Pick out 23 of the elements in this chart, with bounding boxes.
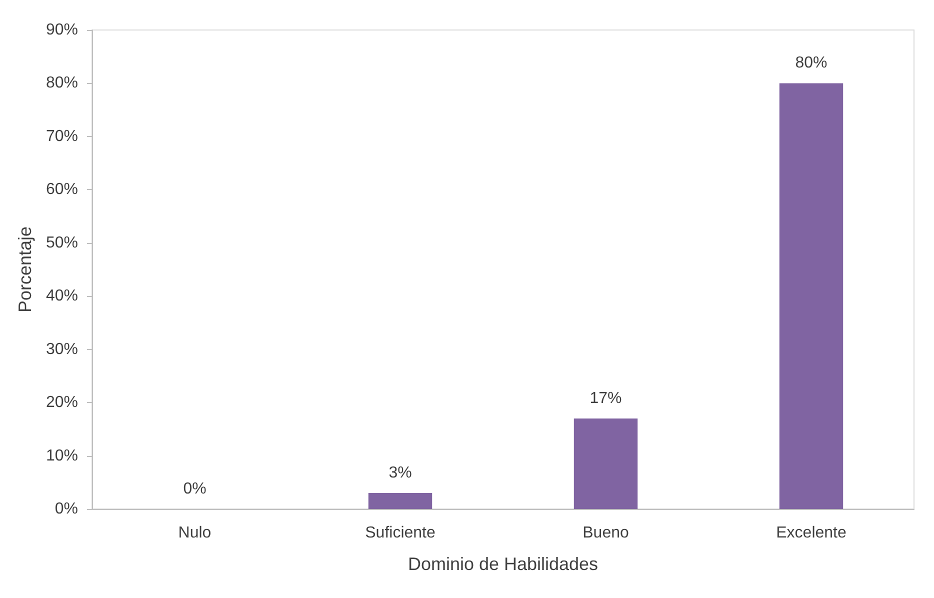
bar <box>574 418 638 509</box>
y-tick-label: 30% <box>46 340 78 358</box>
y-tick-label: 60% <box>46 181 78 198</box>
y-tick-label: 90% <box>46 22 78 38</box>
data-label: 17% <box>590 390 622 408</box>
y-tick-label: 50% <box>46 234 78 252</box>
y-tick-label: 0% <box>54 500 78 518</box>
y-tick-label: 40% <box>46 288 78 305</box>
y-tick-label: 80% <box>46 74 78 92</box>
x-axis-title: Dominio de Habilidades <box>408 554 598 574</box>
y-tick-label: 20% <box>46 394 78 412</box>
data-label: 0% <box>183 480 206 498</box>
bar <box>779 83 844 509</box>
y-tick-label: 70% <box>46 128 78 145</box>
bar <box>368 493 432 509</box>
x-tick-label: Suficiente <box>365 524 436 542</box>
y-axis-title: Porcentaje <box>15 226 35 313</box>
x-tick-label: Bueno <box>582 524 629 542</box>
data-label: 80% <box>795 54 828 72</box>
x-tick-label: Excelente <box>776 524 846 542</box>
x-tick-label: Nulo <box>178 524 212 542</box>
y-tick-label: 10% <box>46 447 78 464</box>
data-label: 3% <box>388 464 412 482</box>
